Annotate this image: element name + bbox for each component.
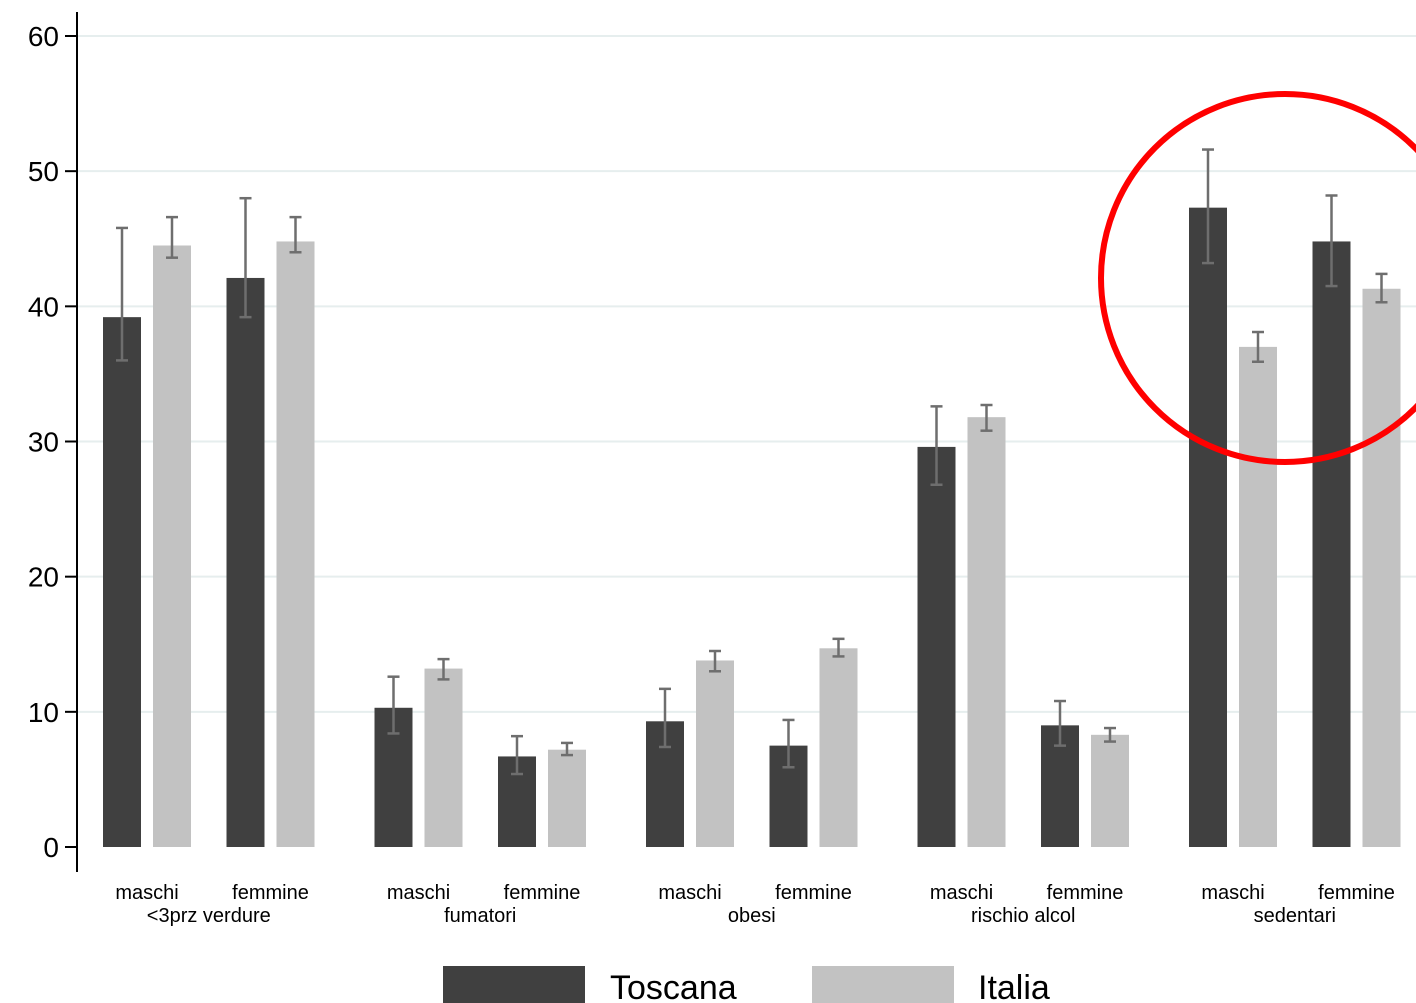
bar-toscana — [103, 317, 141, 847]
bar-italia — [276, 241, 315, 847]
bar-italia — [1239, 346, 1277, 847]
legend-label-italia: Italia — [978, 969, 1050, 1003]
bar-italia — [548, 749, 586, 847]
group-label: rischio alcol — [971, 905, 1075, 927]
group-label: obesi — [728, 905, 776, 927]
bars — [103, 207, 1401, 848]
legend-swatch-italia — [812, 966, 954, 1003]
legend-swatch-toscana — [443, 966, 585, 1003]
y-tick-label: 20 — [28, 562, 59, 593]
subgroup-label: maschi — [115, 882, 178, 904]
y-axis: 0 10 20 30 40 50 60 — [28, 12, 78, 872]
subgroup-label: femmine — [1318, 882, 1395, 904]
bar-italia — [967, 417, 1006, 847]
subgroup-label: femmine — [775, 882, 852, 904]
y-tick-label: 50 — [28, 156, 59, 187]
subgroup-label: maschi — [387, 882, 450, 904]
subgroup-label: femmine — [1047, 882, 1124, 904]
bar-toscana — [1312, 241, 1351, 847]
legend-label-toscana: Toscana — [610, 969, 737, 1003]
y-tick-label: 0 — [43, 832, 59, 863]
bar-italia — [1362, 288, 1401, 847]
y-tick-label: 10 — [28, 697, 59, 728]
annotation — [1098, 91, 1416, 465]
group-label: <3prz verdure — [147, 905, 271, 927]
bar-toscana — [917, 446, 956, 847]
subgroup-label: femmine — [232, 882, 309, 904]
group-label: sedentari — [1254, 905, 1336, 927]
highlight-circle — [1098, 91, 1416, 465]
group-label: fumatori — [444, 905, 516, 927]
bar-italia — [819, 648, 858, 847]
y-tick-label: 60 — [28, 21, 59, 52]
bar-toscana — [1189, 207, 1227, 847]
error-bars — [116, 148, 1388, 776]
subgroup-label: femmine — [504, 882, 581, 904]
bar-italia — [1091, 734, 1129, 847]
bar-italia — [424, 668, 463, 847]
subgroup-label: maschi — [1201, 882, 1264, 904]
legend: Toscana Italia — [443, 966, 1050, 1003]
bar-italia — [153, 245, 191, 848]
subgroup-label: maschi — [658, 882, 721, 904]
y-tick-label: 40 — [28, 291, 59, 322]
bar-italia — [696, 660, 734, 847]
subgroup-label: maschi — [930, 882, 993, 904]
bar-toscana — [226, 277, 265, 847]
y-tick-label: 30 — [28, 427, 59, 458]
